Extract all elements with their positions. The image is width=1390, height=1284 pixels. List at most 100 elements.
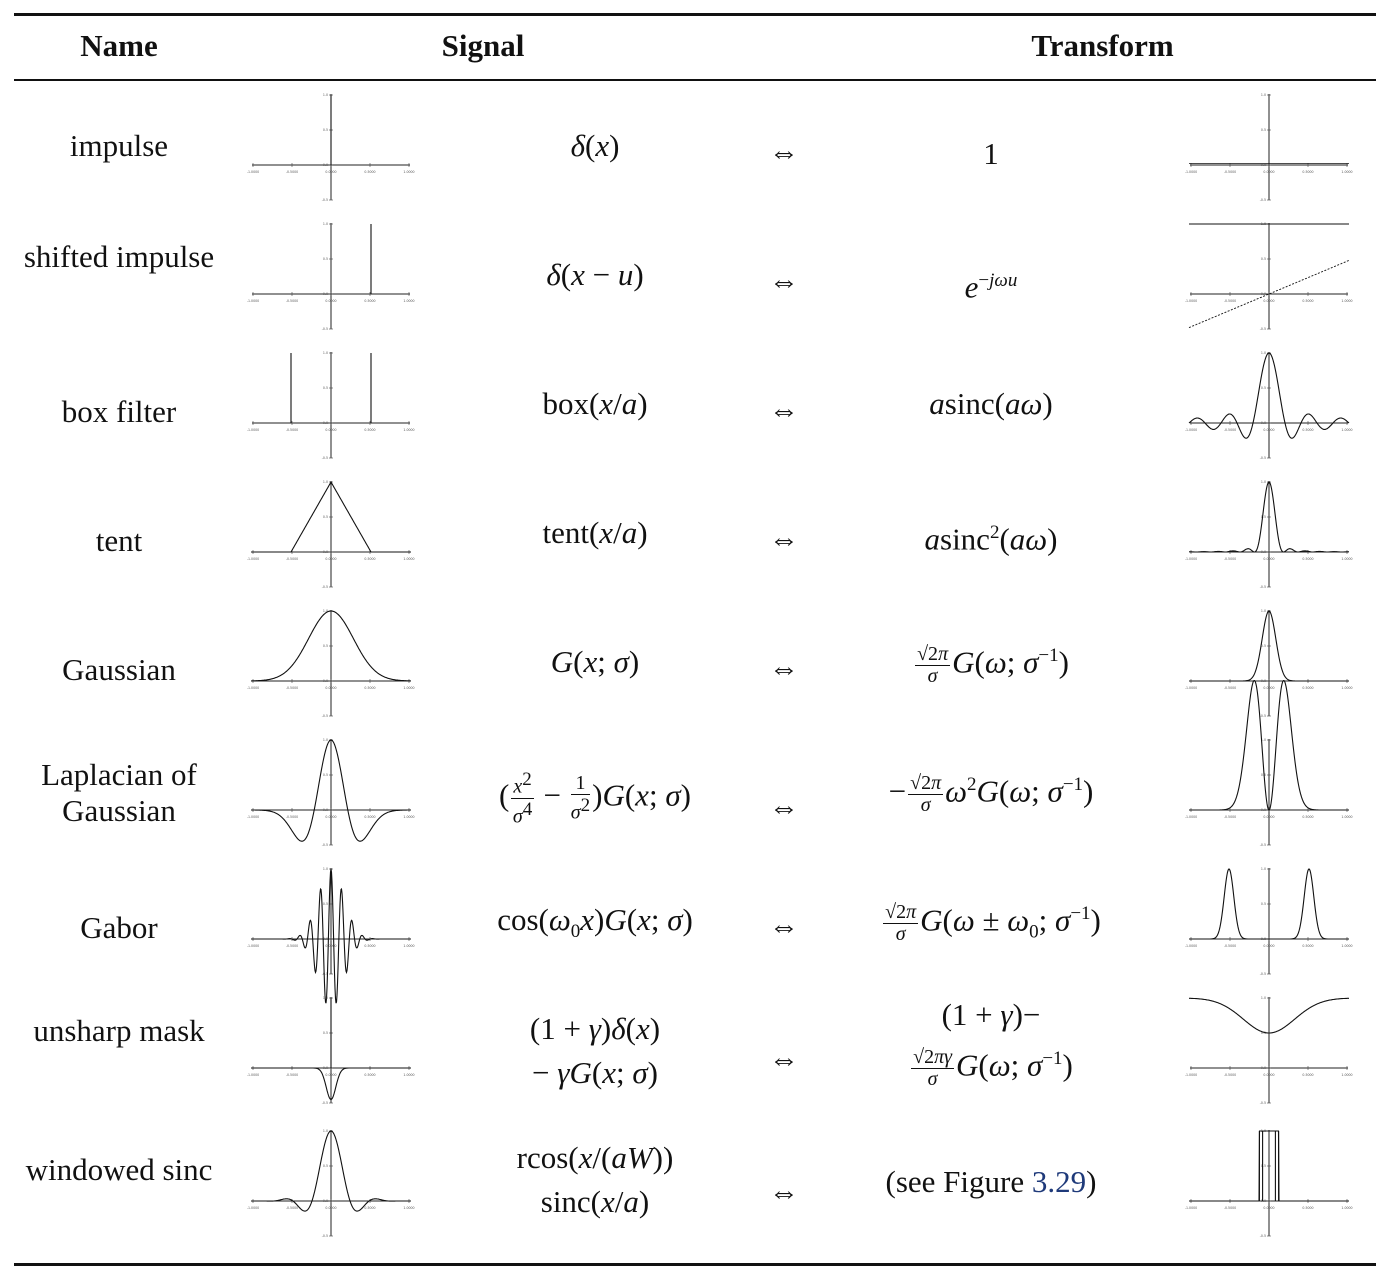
- x-tick-label: -1.0000: [247, 428, 259, 432]
- signal-plot: -1.0000 -0.5000 0.0000 0.5000 1.0000 1.0 0.5 0.…: [247, 219, 415, 331]
- x-tick-label: -1.0000: [1185, 944, 1197, 948]
- x-tick-label: 1.0000: [1341, 557, 1352, 561]
- transform-formula: √2π σ G(ω ± ω0; σ−1): [883, 900, 1101, 945]
- header-rule: [14, 79, 1376, 81]
- signal-plot: -1.0000 -0.5000 0.0000 0.5000 1.0000 1.0 0.5 0.…: [247, 864, 415, 1004]
- y-tick-label: 0.5: [323, 1164, 328, 1168]
- y-tick-label: -0.5: [322, 843, 328, 847]
- transform-arrow: ⇔: [769, 791, 799, 824]
- transform-formula: (1 + γ)− √2πγ σ G(ω; σ−1): [911, 997, 1073, 1090]
- signal-plot: -1.0000 -0.5000 0.0000 0.5000 1.0000 1.0 0.5 0.…: [247, 606, 415, 718]
- transform-formula: asinc(aω): [929, 386, 1053, 421]
- x-tick-label: 0.5000: [1302, 1073, 1313, 1077]
- signal-formula: box(x/a): [542, 386, 648, 421]
- x-tick-label: 1.0000: [1341, 170, 1352, 174]
- figure-link[interactable]: 3.29: [1031, 1164, 1087, 1199]
- x-tick-label: 0.5000: [1302, 815, 1313, 819]
- y-tick-label: -0.5: [1260, 585, 1266, 589]
- transform-plot: -1.0000 -0.5000 0.0000 0.5000 1.0000 1.0 0.5 0.…: [1185, 864, 1353, 976]
- x-tick-label: 0.0000: [1263, 1073, 1274, 1077]
- x-tick-label: 0.0000: [325, 299, 336, 303]
- x-tick-label: 0.5000: [1302, 170, 1313, 174]
- y-tick-label: 1.0: [1261, 480, 1266, 484]
- row-name: windowed sinc: [25, 1152, 213, 1187]
- y-tick-label: 0.5: [323, 257, 328, 261]
- x-tick-label: 0.5000: [364, 686, 375, 690]
- transform-formula: asinc2(aω): [924, 521, 1058, 557]
- x-tick-label: 0.5000: [364, 944, 375, 948]
- x-tick-label: 1.0000: [403, 686, 414, 690]
- x-tick-label: 0.5000: [364, 299, 375, 303]
- y-tick-label: -0.5: [322, 198, 328, 202]
- x-tick-label: -0.5000: [286, 170, 298, 174]
- y-tick-label: 0.5: [323, 515, 328, 519]
- plot-curve: [1189, 1130, 1349, 1202]
- y-tick-label: 0.0: [323, 1199, 328, 1203]
- transform-plot: -1.0000 -0.5000 0.0000 0.5000 1.0000 1.0 0.5 0.…: [1185, 606, 1353, 718]
- y-tick-label: 0.0: [1261, 421, 1266, 425]
- header-name: Name: [80, 28, 158, 63]
- transform-formula: √2π σ G(ω; σ−1): [915, 642, 1069, 687]
- plot-curve: [1188, 352, 1350, 439]
- transform-formula: e−jωu: [964, 269, 1018, 305]
- signal-plot: -1.0000 -0.5000 0.0000 0.5000 1.0000 1.0 0.5 0.…: [247, 1126, 415, 1238]
- y-tick-label: 0.5: [323, 386, 328, 390]
- x-tick-label: -0.5000: [286, 1073, 298, 1077]
- x-tick-label: 0.5000: [1302, 686, 1313, 690]
- y-tick-label: -0.5: [1260, 1101, 1266, 1105]
- x-tick-label: 0.5000: [364, 557, 375, 561]
- y-tick-label: -0.5: [322, 972, 328, 976]
- plot-curve: [251, 739, 411, 842]
- y-tick-label: -0.5: [1260, 198, 1266, 202]
- x-tick-label: 1.0000: [403, 299, 414, 303]
- table-row: Gaussian -1.0000 -0.5000 0.0000 0.5000 1.000…: [0, 606, 1390, 728]
- y-tick-label: 1.0: [1261, 867, 1266, 871]
- x-tick-label: -0.5000: [1224, 170, 1236, 174]
- x-tick-label: 0.0000: [325, 1206, 336, 1210]
- transform-plot: -1.0000 -0.5000 0.0000 0.5000 1.0000 1.0 0.5 0.…: [1185, 348, 1353, 460]
- x-tick-label: 1.0000: [1341, 299, 1352, 303]
- plot-curve: [1189, 680, 1349, 811]
- x-tick-label: 0.0000: [1263, 428, 1274, 432]
- row-name: Gabor: [80, 910, 158, 945]
- y-tick-label: 0.0: [323, 292, 328, 296]
- y-tick-label: 0.0: [1261, 679, 1266, 683]
- x-tick-label: 0.0000: [1263, 686, 1274, 690]
- x-tick-label: -0.5000: [1224, 944, 1236, 948]
- y-tick-label: -0.5: [322, 714, 328, 718]
- y-tick-label: 0.5: [1261, 773, 1266, 777]
- table-row: shifted impulse -1.0000 -0.5000 0.0000 0.50…: [0, 219, 1390, 341]
- x-tick-label: 1.0000: [403, 815, 414, 819]
- y-tick-label: 0.0: [1261, 292, 1266, 296]
- x-tick-label: 0.5000: [1302, 299, 1313, 303]
- y-tick-label: 1.0: [1261, 996, 1266, 1000]
- x-tick-label: -1.0000: [1185, 686, 1197, 690]
- transform-plot: -1.0000 -0.5000 0.0000 0.5000 1.0000 1.0 0.5 0.…: [1185, 1126, 1353, 1238]
- x-tick-label: 0.0000: [1263, 170, 1274, 174]
- plot-curve: [1189, 868, 1349, 940]
- plot-curve: [251, 868, 411, 1004]
- row-name: shifted impulse: [23, 239, 215, 274]
- transform-arrow: ⇔: [769, 394, 799, 427]
- x-tick-label: -0.5000: [1224, 299, 1236, 303]
- plot-curve: [251, 610, 411, 682]
- x-tick-label: -1.0000: [1185, 815, 1197, 819]
- transform-arrow: ⇔: [769, 523, 799, 556]
- y-tick-label: -0.5: [322, 327, 328, 331]
- y-tick-label: 0.0: [323, 550, 328, 554]
- x-tick-label: -0.5000: [1224, 557, 1236, 561]
- y-tick-label: 0.0: [323, 679, 328, 683]
- y-tick-label: 1.0: [323, 738, 328, 742]
- table-row: tent -1.0000 -0.5000 0.0000 0.5000 1.0000 1.0…: [0, 477, 1390, 599]
- y-tick-label: -0.5: [1260, 327, 1266, 331]
- x-tick-label: 0.0000: [325, 944, 336, 948]
- y-tick-label: 0.0: [1261, 163, 1266, 167]
- y-tick-label: -0.5: [1260, 714, 1266, 718]
- y-tick-label: 0.5: [323, 902, 328, 906]
- y-tick-label: 0.0: [323, 163, 328, 167]
- x-tick-label: 0.5000: [1302, 944, 1313, 948]
- x-tick-label: 1.0000: [1341, 1206, 1352, 1210]
- y-tick-label: 1.0: [1261, 93, 1266, 97]
- x-tick-label: 0.0000: [1263, 944, 1274, 948]
- x-tick-label: 0.0000: [325, 170, 336, 174]
